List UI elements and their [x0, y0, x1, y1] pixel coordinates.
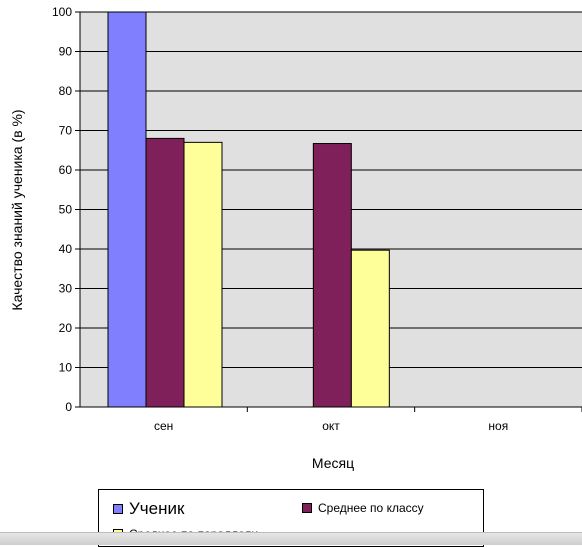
y-tick-label: 90 [59, 45, 73, 59]
window-bottom-edge [0, 532, 582, 545]
x-tick-label: ноя [488, 419, 508, 433]
legend-swatch-student [113, 504, 123, 514]
y-tick-label: 0 [65, 400, 72, 414]
bar-class-average [145, 137, 185, 408]
bar-student [107, 11, 147, 408]
bars [107, 11, 390, 408]
legend-item-student: Ученик [113, 499, 184, 519]
y-tick-label: 20 [59, 321, 73, 335]
x-tick-label: окт [322, 419, 340, 433]
legend-label-class-average: Среднее по классу [318, 501, 424, 515]
x-tick-label: сен [154, 419, 173, 433]
y-tick-label: 80 [59, 84, 73, 98]
x-axis-title: Месяц [312, 455, 354, 471]
legend-swatch-class-average [302, 503, 312, 513]
legend-item-class-average: Среднее по классу [302, 501, 424, 515]
y-tick-label: 50 [59, 203, 73, 217]
y-tick-label: 10 [59, 361, 73, 375]
y-tick-label: 100 [52, 5, 72, 19]
y-tick-label: 40 [59, 242, 73, 256]
legend-label-student: Ученик [129, 499, 185, 518]
bar-parallel-average [183, 141, 223, 408]
y-tick-label: 70 [59, 124, 73, 138]
bar-class-average [312, 143, 352, 408]
y-tick-label: 60 [59, 163, 73, 177]
y-tick-label: 30 [59, 282, 73, 296]
y-axis-title: Качество знаний ученика (в %) [9, 109, 25, 310]
axes [75, 11, 582, 412]
tick-labels: 0 10 20 30 40 50 60 70 80 90 100 сен окт ноя [52, 5, 508, 433]
bar-parallel-average [350, 249, 390, 408]
